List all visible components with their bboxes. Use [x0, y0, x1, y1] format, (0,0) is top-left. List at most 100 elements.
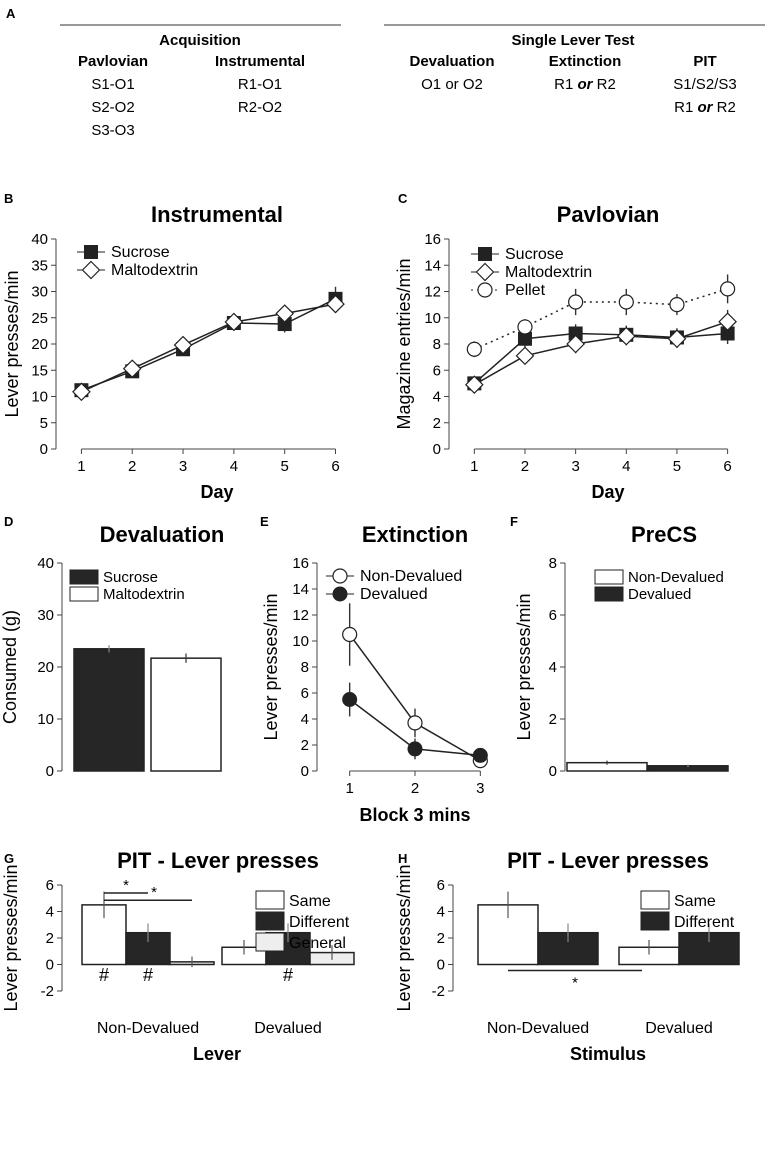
data-point-non-devalued [342, 626, 358, 643]
y-tick-label: 30 [31, 284, 48, 301]
legend-label: Devalued [360, 586, 428, 603]
panel-letter: F [510, 514, 518, 529]
legend-marker [332, 586, 348, 602]
y-tick-label: 40 [37, 555, 54, 572]
legend-marker [475, 262, 495, 282]
panel-f-precs-chart: F PreCS 0 2 4 6 8 Lever presses/min Non-Devalued… [510, 514, 729, 780]
panel-a-table: A Acquisition Pavlovian Instrumental S1-… [6, 6, 765, 139]
legend-label: Different [289, 914, 350, 931]
panel-g-pit-lever-chart: G PIT - Lever presses -2 0 2 4 6 Lever presses/… [1, 848, 355, 1064]
y-tick-label: 2 [301, 737, 309, 754]
legend-marker [81, 260, 101, 280]
pit-col-heading: PIT [693, 53, 716, 70]
data-point-maltodextrin [173, 335, 193, 355]
x-category-label: Devalued [645, 1020, 713, 1037]
y-tick-label: 0 [301, 763, 309, 780]
x-tick-label: 1 [470, 458, 478, 475]
bar-sucrose [73, 648, 145, 772]
panel-letter: C [398, 191, 408, 206]
x-tick-label: 2 [411, 780, 419, 797]
chart-title: Devaluation [100, 522, 225, 547]
y-tick-label: 20 [31, 336, 48, 353]
y-axis-label: Lever presses/min [394, 864, 414, 1011]
legend-swatch [640, 890, 670, 910]
y-tick-label: 0 [46, 957, 54, 974]
legend-label: Sucrose [111, 244, 170, 261]
y-tick-label: 0 [437, 957, 445, 974]
y-tick-label: 6 [437, 877, 445, 894]
data-point-pellet [618, 294, 634, 310]
y-tick-label: 25 [31, 310, 48, 327]
y-tick-label: 14 [424, 257, 441, 274]
x-axis-label: Day [200, 482, 233, 502]
legend-label: Same [289, 893, 331, 910]
x-tick-label: 1 [77, 458, 85, 475]
y-axis-label: Consumed (g) [0, 610, 20, 724]
y-tick-label: 5 [40, 415, 48, 432]
significance-hash: # [99, 965, 109, 985]
devaluation-row-1: O1 or O2 [421, 76, 483, 93]
chart-title: Pavlovian [557, 202, 660, 227]
data-point-maltodextrin [566, 334, 585, 354]
data-point-pellet [669, 297, 685, 313]
instrumental-row-1: R1-O1 [238, 76, 282, 93]
series-line-maltodextrin [473, 320, 728, 386]
data-point-pellet [720, 281, 736, 297]
data-point-maltodextrin [464, 375, 484, 395]
x-tick-label: 3 [571, 458, 579, 475]
panel-letter: H [398, 851, 407, 866]
y-tick-label: 2 [437, 930, 445, 947]
y-tick-label: 14 [292, 581, 309, 598]
y-tick-label: 12 [424, 284, 441, 301]
y-tick-label: 6 [433, 362, 441, 379]
x-category-label: Devalued [254, 1020, 322, 1037]
y-tick-label: 8 [549, 555, 557, 572]
pit-row-1: S1/S2/S3 [673, 76, 736, 93]
y-tick-label: 10 [31, 389, 48, 406]
x-axis-label: Day [591, 482, 624, 502]
pavlovian-col-heading: Pavlovian [78, 53, 148, 70]
panel-b-instrumental-chart: B Instrumental 0 5 10 15 20 25 30 35 40 1 2 3 4 5 6 Day Le… [2, 191, 345, 502]
data-point-devalued [342, 692, 358, 707]
y-tick-label: 4 [46, 904, 54, 921]
panel-letter: B [4, 191, 13, 206]
legend-label: Sucrose [505, 246, 564, 263]
panel-letter: G [4, 851, 14, 866]
y-tick-label: 40 [31, 231, 48, 248]
series-line-sucrose [473, 332, 728, 384]
y-tick-label: 0 [46, 763, 54, 780]
x-tick-label: 3 [179, 458, 187, 475]
legend-swatch [255, 911, 285, 931]
pavlovian-row-3: S3-O3 [91, 122, 134, 139]
y-tick-label: 4 [433, 389, 441, 406]
legend-marker [332, 568, 348, 584]
series-line-sucrose [81, 298, 336, 391]
legend-swatch [640, 911, 670, 931]
x-category-label: Non-Devalued [487, 1020, 589, 1037]
x-category-label: Non-Devalued [97, 1020, 199, 1037]
y-tick-label: 4 [549, 659, 557, 676]
data-point-maltodextrin [72, 382, 91, 402]
y-tick-label: 0 [549, 763, 557, 780]
significance-hash: # [143, 965, 153, 985]
pit-row-2: R1 or R2 [674, 99, 736, 116]
y-axis-label: Lever presses/min [261, 593, 281, 740]
data-point-maltodextrin [667, 329, 687, 349]
data-point-maltodextrin [275, 304, 295, 323]
chart-title: PIT - Lever presses [507, 848, 709, 873]
x-axis-label: Lever [193, 1044, 241, 1064]
significance-star: * [123, 877, 129, 894]
chart-title: Extinction [362, 522, 468, 547]
y-tick-label: -2 [41, 983, 54, 1000]
y-tick-label: 10 [424, 310, 441, 327]
x-tick-label: 2 [521, 458, 529, 475]
legend-swatch [255, 932, 285, 952]
y-tick-label: 30 [37, 607, 54, 624]
data-point-maltodextrin [224, 312, 244, 332]
y-tick-label: 16 [292, 555, 309, 572]
legend-label: Maltodextrin [103, 586, 185, 603]
y-tick-label: 12 [292, 607, 309, 624]
pavlovian-row-2: S2-O2 [91, 99, 134, 116]
acquisition-heading: Acquisition [159, 32, 241, 49]
y-tick-label: 8 [301, 659, 309, 676]
